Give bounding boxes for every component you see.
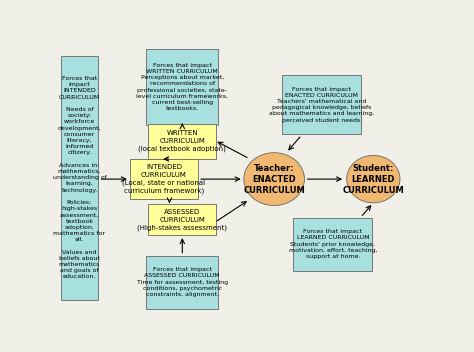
Text: WRITTEN
CURRICULUM
(local textbook adoption): WRITTEN CURRICULUM (local textbook adopt… (138, 131, 226, 152)
FancyBboxPatch shape (130, 159, 198, 199)
Ellipse shape (346, 155, 400, 203)
Ellipse shape (244, 153, 304, 206)
FancyBboxPatch shape (283, 75, 361, 134)
FancyBboxPatch shape (148, 124, 216, 159)
FancyBboxPatch shape (146, 49, 218, 125)
Text: Teacher:
ENACTED
CURRICULUM: Teacher: ENACTED CURRICULUM (243, 164, 305, 195)
Text: INTENDED
CURRICULUM
(Local, state or national
curriculum framework): INTENDED CURRICULUM (Local, state or nat… (122, 164, 206, 194)
FancyBboxPatch shape (61, 56, 98, 300)
Text: Forces that impact
ASSESSED CURRICULUM
Time for assessment, testing
conditions, : Forces that impact ASSESSED CURRICULUM T… (137, 267, 228, 297)
Text: Student:
LEARNED
CURRICULUM: Student: LEARNED CURRICULUM (342, 164, 404, 195)
Text: Forces that impact
WRITTEN CURRICULUM
Perceptions about market,
recommendations : Forces that impact WRITTEN CURRICULUM Pe… (137, 63, 228, 111)
FancyBboxPatch shape (293, 218, 373, 271)
FancyBboxPatch shape (146, 256, 218, 309)
Text: Forces that impact
LEARNED CURRICULUM
Students' prior knowledge,
motivation, eff: Forces that impact LEARNED CURRICULUM St… (289, 229, 377, 259)
Text: Forces that impact
ENACTED CURRICULUM
Teachers' mathematical and
pedagogical kno: Forces that impact ENACTED CURRICULUM Te… (269, 87, 374, 122)
Text: ASSESSED
CURRICULUM
(High-stakes assessment): ASSESSED CURRICULUM (High-stakes assessm… (137, 209, 228, 231)
Text: Forces that
impact
INTENDED
CURRICULUM

Needs of
society:
workforce
development,: Forces that impact INTENDED CURRICULUM N… (53, 76, 106, 279)
FancyBboxPatch shape (148, 204, 216, 235)
